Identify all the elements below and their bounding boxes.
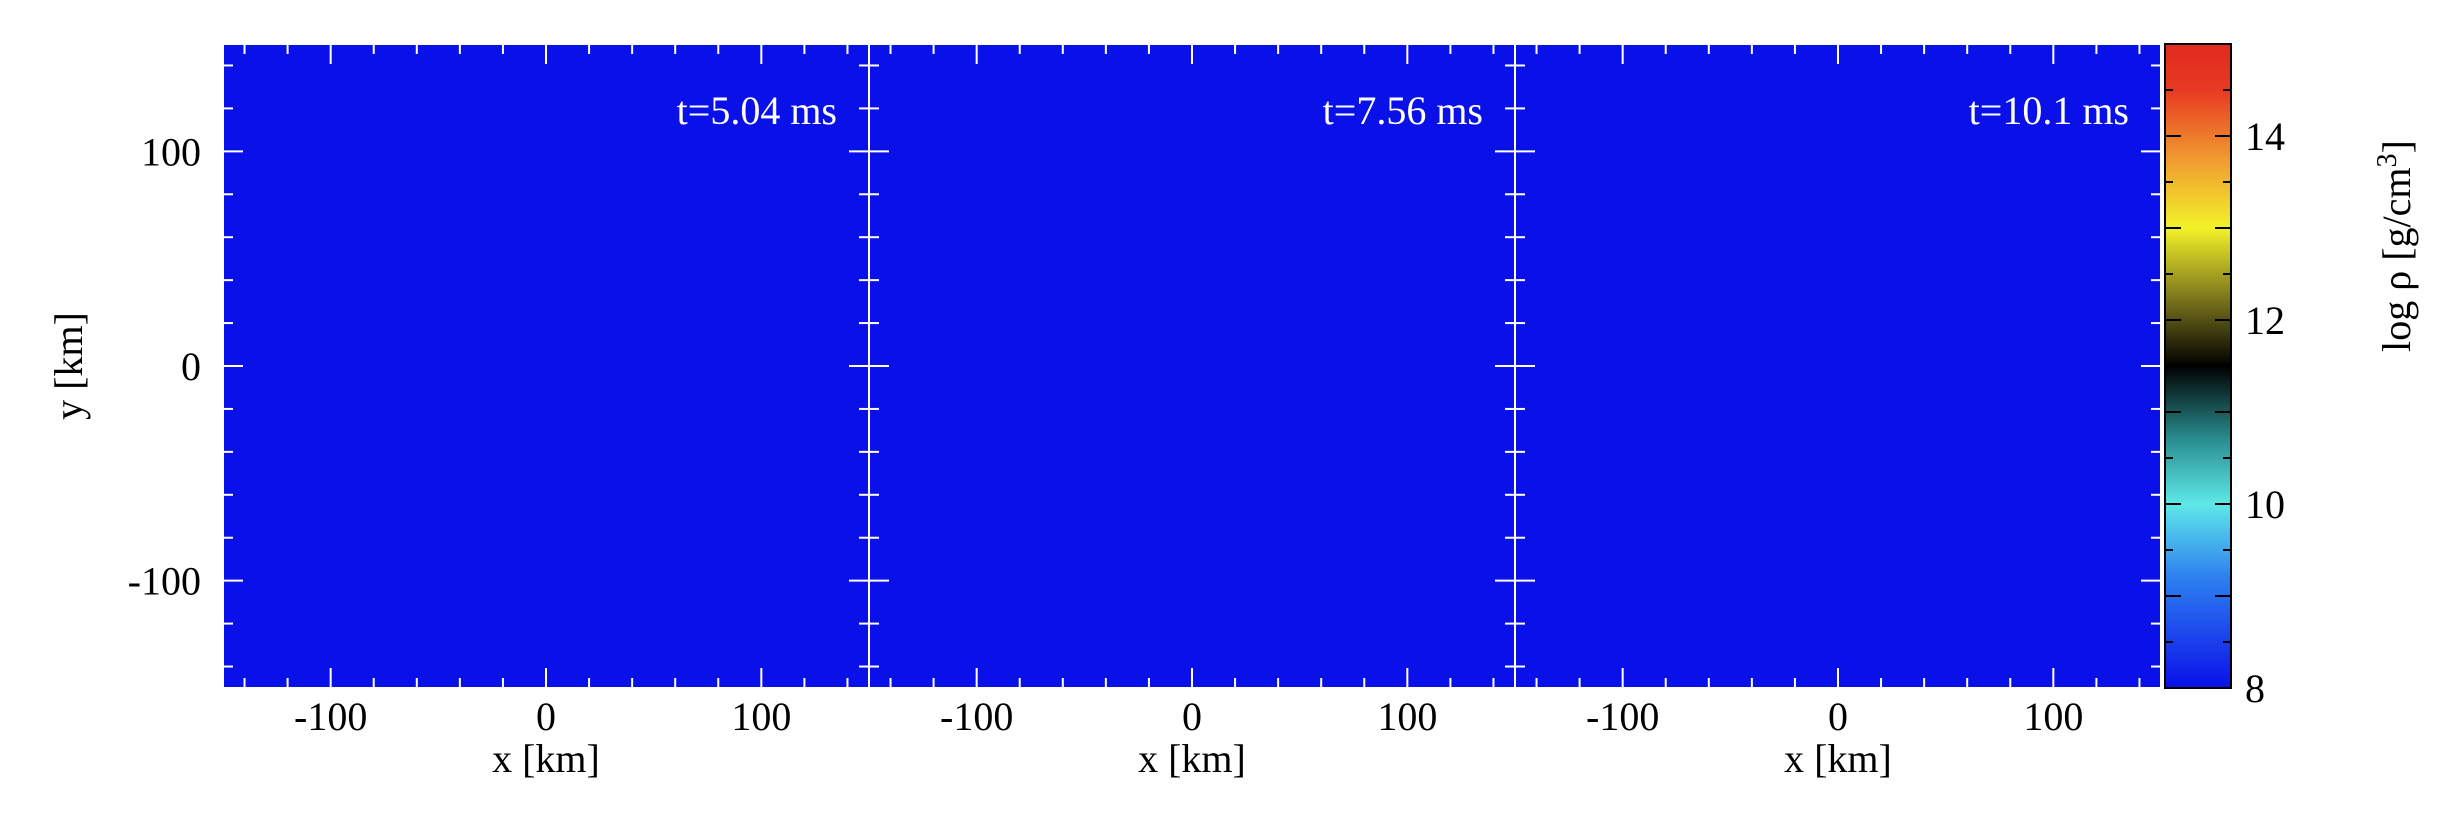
colorbar-tick-label: 8 <box>2245 666 2265 711</box>
colorbar-tick-label: 10 <box>2245 482 2285 527</box>
panel-ticks <box>1515 44 2161 688</box>
x-tick-label: -100 <box>940 694 1013 739</box>
colorbar-label: log ρ [g/cm3] <box>2372 140 2419 352</box>
x-tick-label: 100 <box>2023 694 2083 739</box>
density-field-1 <box>223 44 869 688</box>
y-tick-label: 0 <box>181 344 201 389</box>
colorbar-gradient <box>2164 43 2232 689</box>
x-axis-title: x [km] <box>492 736 600 781</box>
x-tick-label: 100 <box>731 694 791 739</box>
x-axis-title: x [km] <box>1784 736 1892 781</box>
x-tick-label: 0 <box>1182 694 1202 739</box>
colorbar-tick-label: 14 <box>2245 114 2285 159</box>
density-field-3 <box>1515 44 2161 688</box>
y-axis-title: y [km] <box>46 312 91 420</box>
panel-2: -100 0 100 x [km] t=7.56 ms <box>868 43 1516 781</box>
x-tick-label: -100 <box>1586 694 1659 739</box>
time-label: t=10.1 ms <box>1969 88 2129 133</box>
density-background <box>1515 44 2161 688</box>
panel-ticks <box>223 44 869 688</box>
panel-3: -100 0 100 x [km] t=10.1 ms <box>1514 43 2162 781</box>
time-label: t=5.04 ms <box>677 88 837 133</box>
density-background <box>223 44 869 688</box>
y-tick-label: 100 <box>141 129 201 174</box>
panel-1: -100 0 100 x [km] 100 0 -100 y [km] t=5.04 ms <box>46 43 870 781</box>
panel-ticks <box>869 44 1515 688</box>
density-background <box>869 44 1515 688</box>
x-tick-label: 0 <box>1828 694 1848 739</box>
time-label: t=7.56 ms <box>1323 88 1483 133</box>
x-axis-title: x [km] <box>1138 736 1246 781</box>
y-tick-label: -100 <box>128 559 201 604</box>
colorbar-tick-label: 12 <box>2245 298 2285 343</box>
density-field-2 <box>869 44 1515 688</box>
x-tick-label: -100 <box>294 694 367 739</box>
x-tick-label: 0 <box>536 694 556 739</box>
x-tick-label: 100 <box>1377 694 1437 739</box>
colorbar: 8 10 12 14 log ρ [g/cm3] <box>2164 43 2419 711</box>
